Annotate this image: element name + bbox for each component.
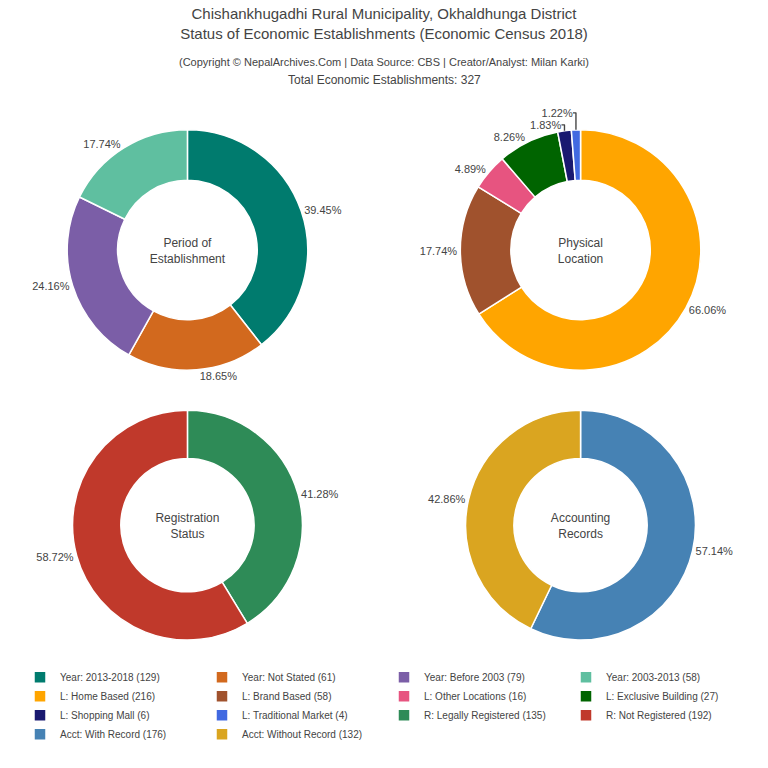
svg-text:4.89%: 4.89%	[455, 163, 486, 175]
svg-text:17.74%: 17.74%	[420, 245, 458, 257]
svg-text:66.06%: 66.06%	[689, 304, 727, 316]
svg-text:Year: 2013-2018 (129): Year: 2013-2018 (129)	[60, 672, 160, 683]
svg-text:Total Economic Establishments:: Total Economic Establishments: 327	[288, 73, 481, 87]
svg-text:39.45%: 39.45%	[304, 204, 342, 216]
svg-text:L: Exclusive Building (27): L: Exclusive Building (27)	[606, 691, 718, 702]
svg-text:L: Traditional Market (4): L: Traditional Market (4)	[242, 710, 348, 721]
svg-text:AccountingRecords: AccountingRecords	[551, 511, 610, 541]
svg-text:Acct: Without Record (132): Acct: Without Record (132)	[242, 729, 362, 740]
svg-text:18.65%: 18.65%	[200, 370, 238, 382]
svg-text:Year: Not Stated (61): Year: Not Stated (61)	[242, 672, 336, 683]
svg-text:41.28%: 41.28%	[301, 488, 339, 500]
svg-text:17.74%: 17.74%	[83, 138, 121, 150]
svg-text:R: Not Registered (192): R: Not Registered (192)	[606, 710, 712, 721]
svg-text:42.86%: 42.86%	[428, 493, 466, 505]
svg-text:Year: Before 2003 (79): Year: Before 2003 (79)	[424, 672, 525, 683]
svg-text:1.83%: 1.83%	[530, 119, 561, 131]
svg-text:57.14%: 57.14%	[696, 545, 734, 557]
svg-text:L: Other Locations (16): L: Other Locations (16)	[424, 691, 526, 702]
svg-text:Year: 2003-2013 (58): Year: 2003-2013 (58)	[606, 672, 700, 683]
svg-text:58.72%: 58.72%	[36, 551, 74, 563]
svg-text:L: Brand Based (58): L: Brand Based (58)	[242, 691, 332, 702]
svg-text:24.16%: 24.16%	[32, 280, 70, 292]
svg-text:Chishankhugadhi Rural Municipa: Chishankhugadhi Rural Municipality, Okha…	[180, 5, 588, 42]
svg-text:PhysicalLocation: PhysicalLocation	[558, 236, 603, 266]
svg-text:(Copyright © NepalArchives.Com: (Copyright © NepalArchives.Com | Data So…	[179, 56, 589, 68]
svg-text:L: Shopping Mall (6): L: Shopping Mall (6)	[60, 710, 150, 721]
svg-text:Acct: With Record (176): Acct: With Record (176)	[60, 729, 166, 740]
svg-text:8.26%: 8.26%	[494, 131, 525, 143]
svg-text:R: Legally Registered (135): R: Legally Registered (135)	[424, 710, 546, 721]
svg-text:Period ofEstablishment: Period ofEstablishment	[150, 236, 226, 266]
svg-text:L: Home Based (216): L: Home Based (216)	[60, 691, 155, 702]
svg-text:1.22%: 1.22%	[542, 107, 573, 119]
svg-text:RegistrationStatus: RegistrationStatus	[155, 511, 219, 541]
